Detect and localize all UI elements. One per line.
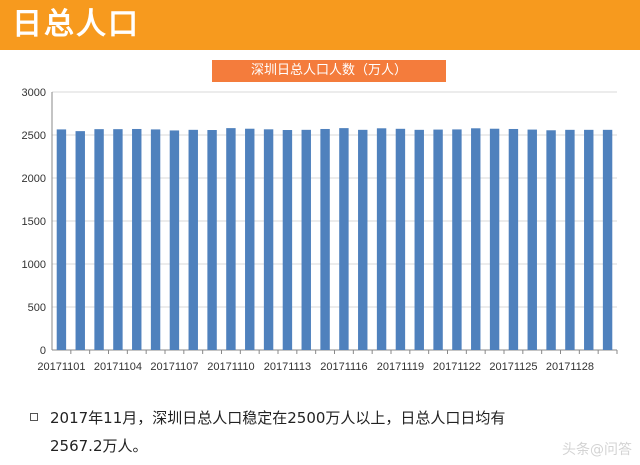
x-tick-label: 20171128 xyxy=(546,361,594,373)
bar xyxy=(602,129,613,350)
bar xyxy=(452,129,462,350)
x-tick-label: 20171119 xyxy=(377,361,424,373)
x-tick-label: 20171113 xyxy=(264,361,311,373)
bar-chart: 0 500 1000 1500 2000 2500 3000 20171101 20171104… xyxy=(22,87,618,373)
bullet-square-icon xyxy=(30,413,38,421)
bar xyxy=(358,129,368,350)
bar xyxy=(56,129,67,350)
bar xyxy=(150,129,161,350)
x-tick-label: 20171110 xyxy=(207,361,254,373)
bar xyxy=(301,129,311,350)
bar xyxy=(376,128,387,350)
bar xyxy=(565,129,575,350)
bar xyxy=(395,128,406,350)
bar xyxy=(188,129,198,350)
y-tick-label: 1500 xyxy=(22,216,46,228)
bar xyxy=(226,128,236,350)
summary-line-1: 2017年11月，深圳日总人口稳定在2500万人以上，日总人口日均有 xyxy=(50,409,506,427)
bar xyxy=(113,129,123,350)
y-tick-label: 3000 xyxy=(22,87,46,99)
page-title: 日总人口 xyxy=(12,7,140,42)
bar xyxy=(471,128,481,350)
bar xyxy=(489,128,500,350)
y-tick-label: 1000 xyxy=(22,259,46,271)
bar xyxy=(75,131,85,350)
bar xyxy=(546,130,556,350)
bar xyxy=(339,128,349,350)
bar xyxy=(245,128,255,350)
header-bar: 日总人口 xyxy=(0,0,640,50)
x-tick-label: 20171122 xyxy=(433,361,481,373)
summary-line-2: 2567.2万人。 xyxy=(50,437,148,455)
bar xyxy=(584,129,594,350)
bar xyxy=(282,130,293,350)
bar xyxy=(320,128,330,350)
x-tick-label: 20171125 xyxy=(489,361,537,373)
chart-title: 深圳日总人口人数（万人） xyxy=(212,60,446,82)
x-tick-label: 20171104 xyxy=(94,361,142,373)
bar xyxy=(414,129,424,350)
y-tick-label: 2000 xyxy=(22,173,46,185)
x-tick-label: 20171101 xyxy=(37,361,85,373)
bar xyxy=(169,130,180,350)
bar xyxy=(132,128,142,350)
y-tick-label: 500 xyxy=(28,302,46,314)
x-tick-label: 20171107 xyxy=(150,361,198,373)
bar xyxy=(527,129,537,350)
y-tick-label: 0 xyxy=(40,345,46,357)
bar xyxy=(433,129,443,350)
bar xyxy=(508,128,519,350)
x-tick-label: 20171116 xyxy=(320,361,367,373)
bar xyxy=(263,129,274,350)
watermark: 头条@问答 xyxy=(562,442,632,458)
y-tick-label: 2500 xyxy=(22,130,46,142)
bar xyxy=(94,129,104,350)
bar xyxy=(207,130,217,350)
